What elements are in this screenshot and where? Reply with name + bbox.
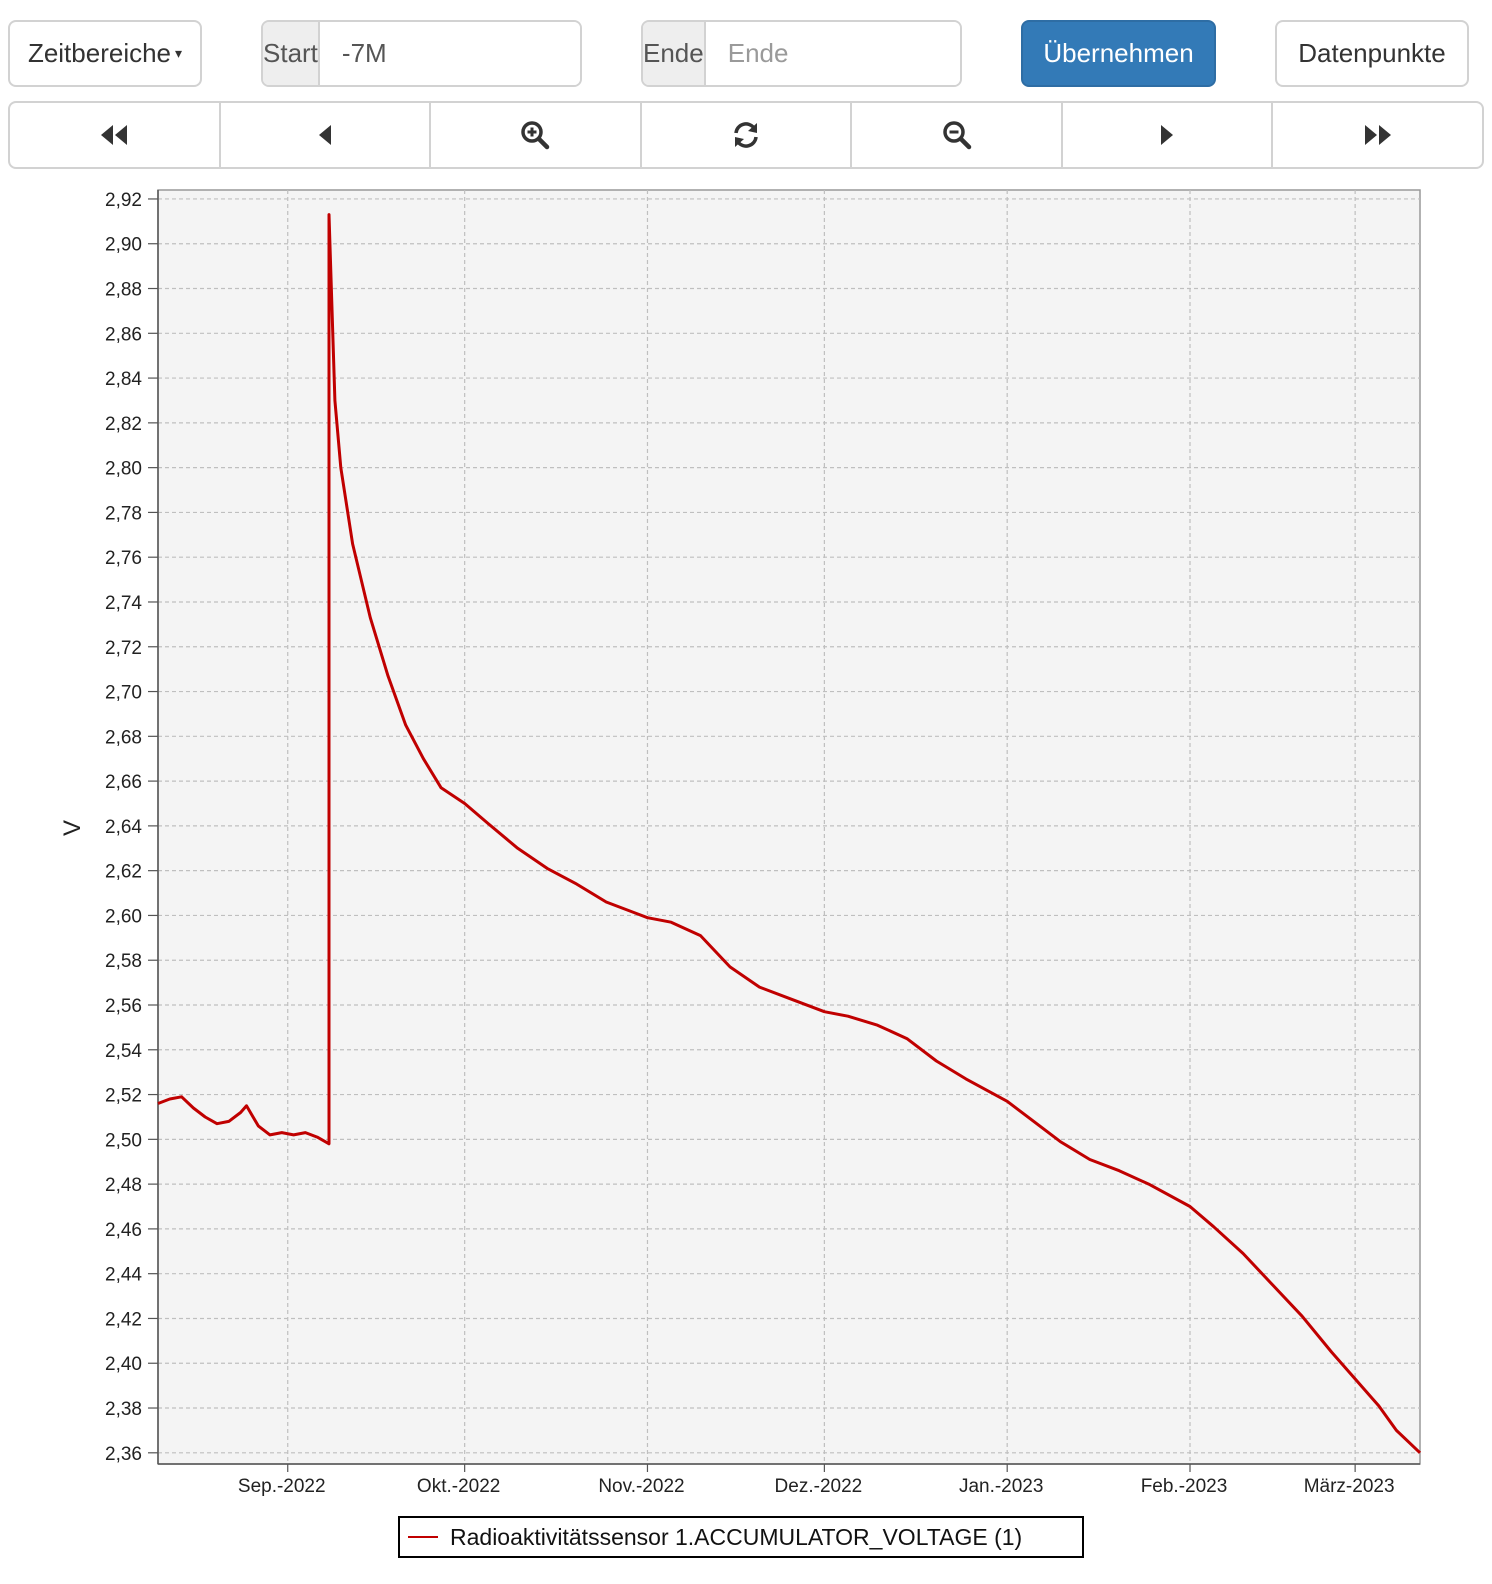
x-tick-label: März-2023 (1304, 1476, 1395, 1497)
plot-area (157, 189, 1421, 1465)
datapoints-button-label: Datenpunkte (1298, 38, 1446, 68)
y-tick-label: 2,82 (105, 414, 142, 435)
navigation-bar (8, 101, 1484, 169)
y-tick-label: 2,90 (105, 235, 142, 256)
zoom-out-button[interactable] (852, 103, 1063, 167)
step-backward-icon (318, 125, 331, 145)
x-tick-label: Feb.-2023 (1141, 1476, 1228, 1497)
step-forward-button[interactable] (1063, 103, 1274, 167)
y-tick-label: 2,38 (105, 1399, 142, 1420)
end-addon: Ende (643, 22, 706, 85)
y-tick-label: 2,54 (105, 1041, 142, 1062)
series-line (157, 213, 1422, 1454)
datapoints-button[interactable]: Datenpunkte (1275, 20, 1469, 87)
zoom-out-icon (942, 121, 971, 150)
y-tick-label: 2,78 (105, 503, 142, 524)
jump-forward-button[interactable] (1273, 103, 1482, 167)
caret-down-icon: ▾ (175, 45, 183, 61)
y-tick-label: 2,44 (105, 1265, 142, 1286)
y-tick-label: 2,60 (105, 906, 142, 927)
x-tick-label: Jan.-2023 (959, 1476, 1044, 1497)
step-forward-icon (1161, 125, 1174, 145)
y-tick-label: 2,42 (105, 1309, 142, 1330)
x-tick-label: Dez.-2022 (775, 1476, 863, 1497)
legend-swatch (408, 1536, 438, 1538)
end-input-group: Ende (641, 20, 962, 87)
y-tick-label: 2,56 (105, 996, 142, 1017)
y-tick-label: 2,50 (105, 1130, 142, 1151)
fast-forward-icon (1364, 125, 1391, 145)
y-tick-label: 2,64 (105, 817, 142, 838)
y-tick-label: 2,66 (105, 772, 142, 793)
apply-button-label: Übernehmen (1043, 38, 1194, 68)
y-tick-label: 2,72 (105, 638, 142, 659)
start-input[interactable] (319, 22, 580, 85)
y-tick-label: 2,70 (105, 683, 142, 704)
y-tick-label: 2,86 (105, 324, 142, 345)
chart-legend: Radioaktivitätssensor 1.ACCUMULATOR_VOLT… (398, 1516, 1084, 1558)
y-tick-label: 2,74 (105, 593, 142, 614)
end-input[interactable] (705, 22, 960, 85)
y-tick-label: 2,84 (105, 369, 142, 390)
x-tick-label: Okt.-2022 (417, 1476, 500, 1497)
x-tick-label: Sep.-2022 (238, 1476, 326, 1497)
y-tick-label: 2,68 (105, 727, 142, 748)
refresh-button[interactable] (642, 103, 853, 167)
y-tick-label: 2,48 (105, 1175, 142, 1196)
fast-backward-icon (101, 125, 128, 145)
y-tick-label: 2,88 (105, 280, 142, 301)
y-tick-label: 2,58 (105, 951, 142, 972)
jump-back-button[interactable] (10, 103, 221, 167)
y-tick-label: 2,92 (105, 190, 142, 211)
start-input-group: Start (261, 20, 582, 87)
y-tick-label: 2,62 (105, 862, 142, 883)
legend-label: Radioaktivitätssensor 1.ACCUMULATOR_VOLT… (450, 1523, 1023, 1550)
y-tick-label: 2,76 (105, 548, 142, 569)
y-axis-label: V (59, 820, 86, 836)
time-ranges-label: Zeitbereiche (27, 38, 172, 68)
zoom-in-icon (521, 121, 550, 150)
step-back-button[interactable] (221, 103, 432, 167)
y-tick-label: 2,36 (105, 1444, 142, 1465)
x-tick-label: Nov.-2022 (598, 1476, 684, 1497)
apply-button[interactable]: Übernehmen (1021, 20, 1216, 87)
start-addon: Start (263, 22, 320, 85)
voltage-chart: 2,36 2,38 2,40 2,42 2,44 2,46 2,48 2,50 2,52 2,54… (59, 189, 1422, 1497)
y-tick-label: 2,46 (105, 1220, 142, 1241)
y-tick-label: 2,80 (105, 459, 142, 480)
y-tick-label: 2,52 (105, 1086, 142, 1107)
y-tick-label: 2,40 (105, 1354, 142, 1375)
time-ranges-dropdown[interactable]: Zeitbereiche ▾ (8, 20, 202, 87)
zoom-in-button[interactable] (431, 103, 642, 167)
refresh-icon (734, 122, 758, 148)
